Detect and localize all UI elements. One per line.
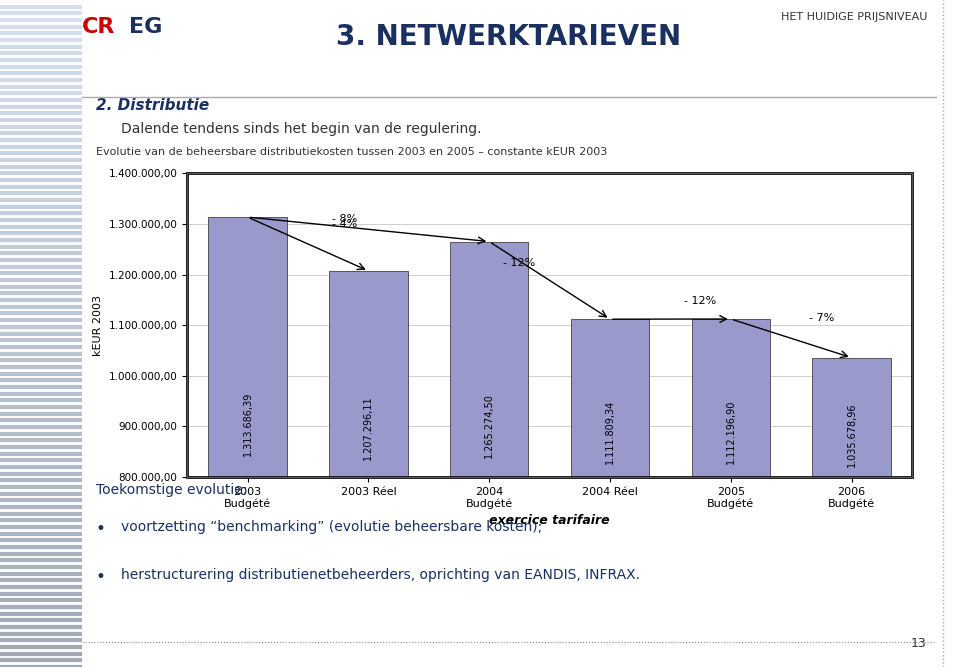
Bar [450, 241, 528, 667]
Text: - 12%: - 12% [684, 296, 717, 306]
Text: 3. NETWERKTARIEVEN: 3. NETWERKTARIEVEN [336, 23, 682, 51]
Text: CR: CR [82, 17, 115, 37]
Text: 2. Distributie: 2. Distributie [96, 98, 209, 113]
Text: Evolutie van de beheersbare distributiekosten tussen 2003 en 2005 – constante kE: Evolutie van de beheersbare distributiek… [96, 147, 608, 157]
Bar [691, 319, 770, 667]
Text: - 12%: - 12% [503, 257, 536, 267]
Y-axis label: kEUR 2003: kEUR 2003 [93, 295, 103, 356]
Text: voortzetting “benchmarking” (evolutie beheersbare kosten);: voortzetting “benchmarking” (evolutie be… [121, 520, 542, 534]
Text: - 4%: - 4% [331, 219, 357, 229]
Text: herstructurering distributienetbeheerders, oprichting van EANDIS, INFRAX.: herstructurering distributienetbeheerder… [121, 568, 640, 582]
Text: 13: 13 [911, 638, 926, 650]
Bar [812, 358, 891, 667]
Text: 1.313.686,39: 1.313.686,39 [243, 392, 252, 456]
Text: •: • [96, 520, 106, 538]
Bar [187, 173, 912, 477]
Text: EG: EG [129, 17, 162, 37]
Bar [571, 319, 649, 667]
Text: 1.111.809,34: 1.111.809,34 [605, 400, 615, 464]
Text: •: • [96, 568, 106, 586]
Text: - 8%: - 8% [331, 214, 357, 224]
Text: 1.265.274,50: 1.265.274,50 [484, 394, 494, 458]
Text: Dalende tendens sinds het begin van de regulering.: Dalende tendens sinds het begin van de r… [121, 122, 482, 136]
Text: HET HUIDIGE PRIJSNIVEAU: HET HUIDIGE PRIJSNIVEAU [781, 12, 927, 22]
Bar [208, 217, 287, 667]
Text: 1.207.296,11: 1.207.296,11 [364, 396, 373, 460]
X-axis label: exercice tarifaire: exercice tarifaire [490, 514, 610, 528]
Text: 1.035.678,96: 1.035.678,96 [847, 403, 856, 468]
Text: - 7%: - 7% [808, 313, 834, 323]
Text: Toekomstige evolutie:: Toekomstige evolutie: [96, 484, 248, 498]
Text: 1.112.196,90: 1.112.196,90 [726, 400, 735, 464]
Bar [329, 271, 408, 667]
